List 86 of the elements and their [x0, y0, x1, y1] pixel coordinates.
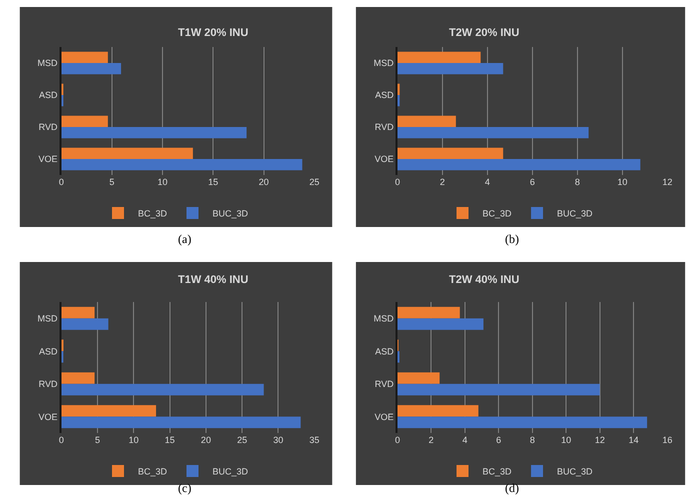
y-tick-label: MSD	[38, 314, 58, 324]
y-tick-label: VOE	[38, 154, 58, 164]
bar	[61, 318, 108, 330]
y-tick-label: VOE	[374, 154, 394, 164]
text: (a)	[178, 232, 192, 246]
x-tick-label: 6	[530, 177, 535, 187]
x-tick-label: 2	[428, 435, 434, 445]
text: (d)	[505, 481, 519, 495]
x-tick-label: 8	[574, 177, 580, 187]
bar	[61, 306, 95, 318]
y-tick-label: RVD	[38, 379, 58, 390]
legend-label: BC_3D	[138, 466, 168, 477]
bar	[397, 159, 640, 170]
chart-title: T2W 40% INU	[449, 274, 520, 286]
chart-title: T2W 20% INU	[449, 27, 520, 39]
bar	[397, 116, 456, 127]
y-tick-label: ASD	[375, 346, 394, 356]
x-tick-label: 4	[462, 435, 468, 445]
bar	[61, 148, 193, 159]
legend-label: BC_3D	[138, 208, 168, 219]
x-tick-label: 16	[662, 435, 672, 445]
x-tick-label: 20	[258, 177, 269, 187]
x-tick-label: 15	[208, 177, 218, 187]
x-tick-label: 25	[237, 435, 248, 445]
y-tick-label: ASD	[39, 90, 58, 100]
bar	[397, 63, 504, 74]
x-tick-label: 8	[530, 435, 535, 445]
x-tick-label: 10	[617, 177, 628, 187]
y-tick-label: RVD	[374, 122, 394, 132]
text: (b)	[505, 232, 519, 246]
x-tick-label: 5	[94, 435, 100, 445]
legend-label: BUC_3D	[212, 466, 249, 477]
bar	[61, 116, 108, 127]
x-tick-label: 12	[594, 435, 605, 445]
legend-label: BUC_3D	[557, 466, 594, 477]
x-tick-label: 20	[200, 435, 211, 445]
legend-label: BC_3D	[482, 208, 512, 219]
bar	[397, 148, 504, 159]
bar	[61, 127, 247, 138]
chart-title: T1W 40% INU	[178, 274, 248, 286]
x-tick-label: 0	[394, 177, 400, 187]
bar	[61, 52, 108, 63]
bar	[61, 372, 95, 384]
y-tick-label: MSD	[38, 58, 58, 68]
bar	[61, 159, 302, 170]
x-tick-label: 4	[484, 177, 490, 187]
x-tick-label: 10	[158, 177, 168, 187]
x-tick-label: 35	[309, 435, 320, 445]
bar	[397, 52, 481, 63]
x-tick-label: 10	[561, 435, 572, 445]
x-tick-label: 25	[309, 177, 320, 187]
x-tick-label: 5	[109, 177, 114, 187]
bar	[61, 405, 156, 417]
y-tick-label: RVD	[374, 379, 394, 390]
y-tick-label: MSD	[374, 314, 394, 324]
x-tick-label: 6	[496, 435, 502, 445]
legend-label: BUC_3D	[557, 208, 594, 219]
x-tick-label: 10	[128, 435, 139, 445]
x-tick-label: 2	[440, 177, 445, 187]
y-tick-label: RVD	[38, 122, 58, 132]
text: (c)	[178, 481, 192, 495]
y-tick-label: MSD	[374, 58, 394, 68]
x-tick-label: 30	[273, 435, 284, 445]
chart-title: T1W 20% INU	[178, 27, 248, 39]
x-tick-label: 0	[394, 435, 400, 445]
bar	[397, 384, 600, 396]
bar	[61, 384, 264, 396]
bar	[397, 405, 478, 417]
y-tick-label: VOE	[374, 412, 394, 422]
x-tick-label: 0	[58, 177, 64, 187]
x-tick-label: 15	[164, 435, 175, 445]
legend-label: BUC_3D	[212, 208, 249, 219]
bar	[397, 318, 484, 330]
x-tick-label: 14	[628, 435, 639, 445]
y-tick-label: ASD	[375, 90, 394, 100]
bar	[61, 416, 301, 428]
x-tick-label: 12	[662, 177, 672, 187]
bar	[397, 306, 460, 318]
x-tick-label: 0	[58, 435, 64, 445]
legend-label: BC_3D	[482, 466, 512, 477]
y-tick-label: ASD	[39, 346, 58, 356]
bar	[397, 127, 589, 138]
bar	[397, 372, 440, 384]
bar	[61, 63, 122, 74]
y-tick-label: VOE	[38, 412, 58, 422]
bar	[397, 416, 648, 428]
